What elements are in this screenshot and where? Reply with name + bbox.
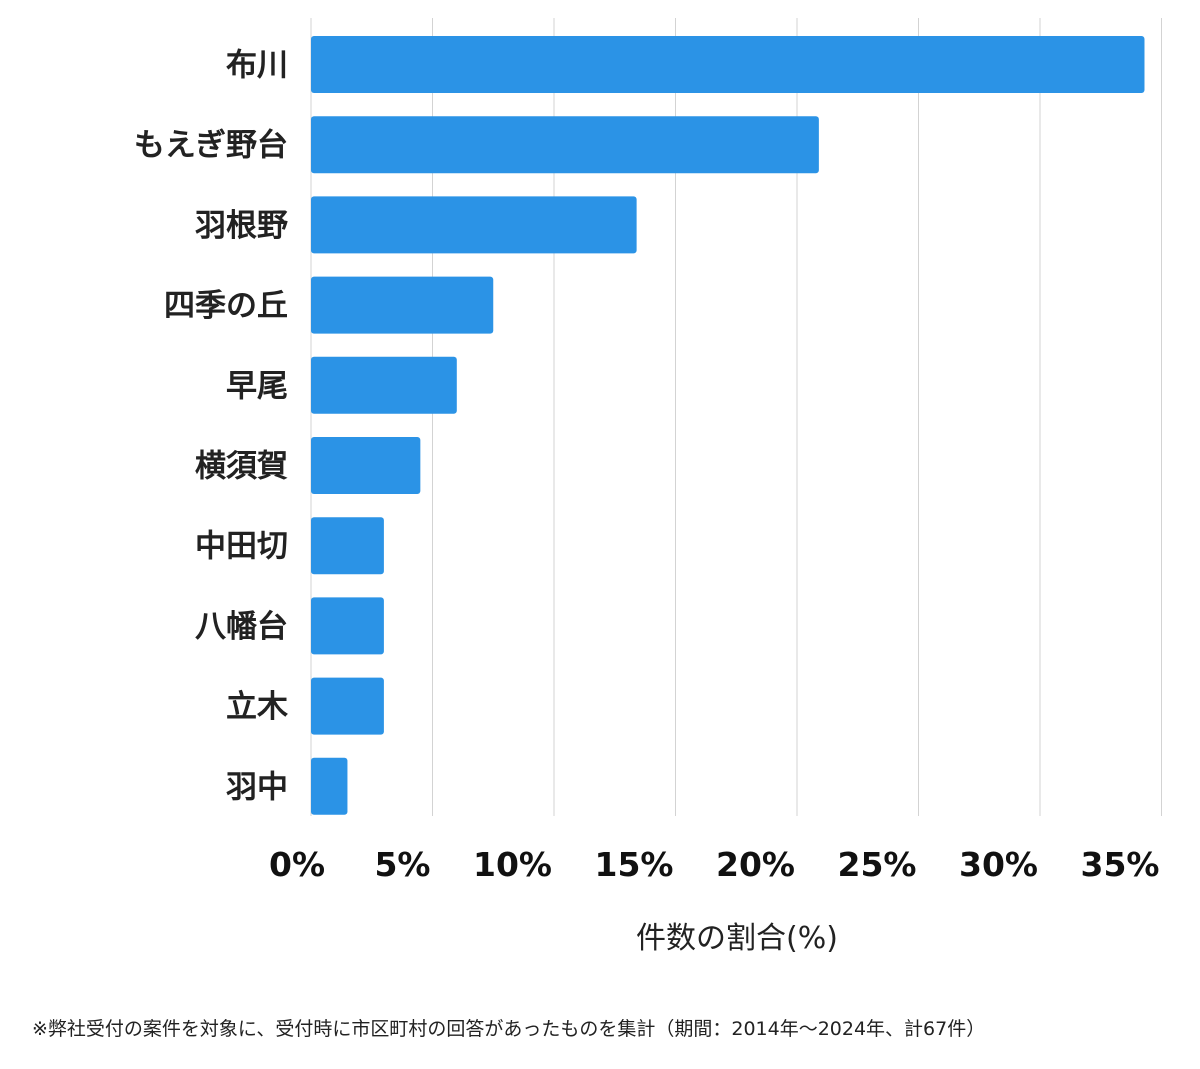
bar xyxy=(311,36,1145,93)
category-label: 布川 xyxy=(226,48,288,84)
category-label: 横須賀 xyxy=(195,449,288,485)
bar xyxy=(311,116,819,174)
x-tick-label: 0% xyxy=(269,845,325,884)
category-label: 羽根野 xyxy=(195,208,288,244)
bar xyxy=(311,276,494,334)
x-tick-label: 25% xyxy=(838,845,917,884)
bar xyxy=(311,757,348,815)
x-axis-title: 件数の割合(%) xyxy=(636,921,838,956)
footnote: ※弊社受付の案件を対象に、受付時に市区町村の回答があったものを集計（期間：201… xyxy=(32,1018,986,1040)
bar xyxy=(311,196,637,254)
category-label: 四季の丘 xyxy=(164,288,288,324)
x-tick-label: 5% xyxy=(374,845,430,884)
category-label: もえぎ野台 xyxy=(134,128,288,164)
x-tick-labels: 0% 5% 10% 15% 20% 25% 30% 35% xyxy=(269,845,1160,884)
category-label: 羽中 xyxy=(226,769,288,805)
category-label: 八幡台 xyxy=(195,609,288,645)
x-tick-label: 10% xyxy=(473,845,552,884)
x-tick-label: 30% xyxy=(959,845,1038,884)
category-label: 立木 xyxy=(226,689,288,725)
bar xyxy=(311,597,384,655)
x-tick-label: 35% xyxy=(1081,845,1160,884)
category-label: 早尾 xyxy=(226,368,288,404)
bar xyxy=(311,517,384,575)
bars xyxy=(311,36,1145,815)
bar xyxy=(311,356,457,414)
x-tick-label: 15% xyxy=(595,845,674,884)
bar xyxy=(311,677,384,735)
x-tick-label: 20% xyxy=(716,845,795,884)
category-label: 中田切 xyxy=(195,529,288,565)
bar xyxy=(311,437,421,494)
